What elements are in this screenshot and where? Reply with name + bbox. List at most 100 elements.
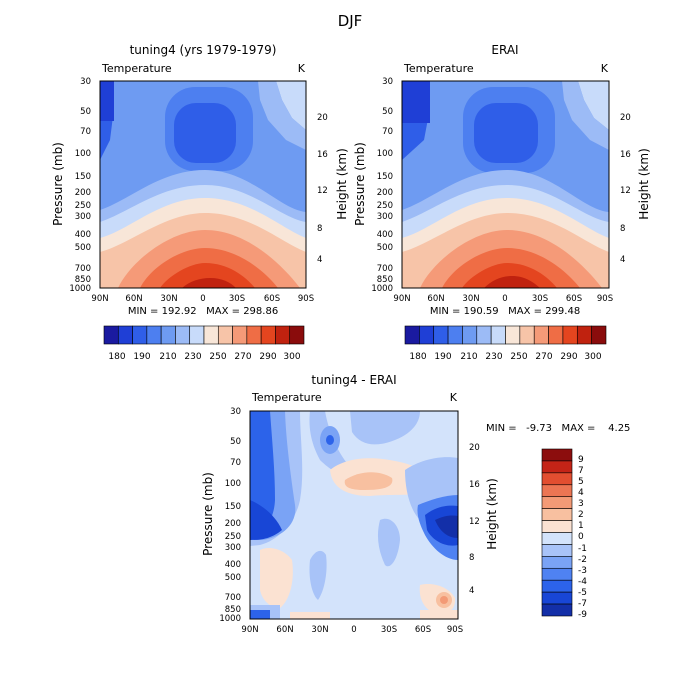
y-tick-label: 850 [75,275,91,285]
x-tick-label: 0 [351,625,356,635]
y-tick-label: 300 [377,212,393,222]
colorbar-label: 270 [234,352,251,362]
x-tick-label: 30S [381,625,397,635]
height-tick-label: 12 [469,517,480,527]
colorbar-swatch [548,325,564,345]
y-axis-label: Pressure (mb) [201,472,215,556]
colorbar-label: 5 [578,477,584,487]
y-tick-label: 1000 [69,284,91,294]
y-tick-label: 300 [225,543,241,553]
colorbar-swatch [541,544,573,557]
height-tick-label: 12 [620,186,631,196]
colorbar-label: 250 [510,352,527,362]
colorbar-label: 180 [108,352,125,362]
y-tick-label: 150 [377,172,393,182]
y-tick-label: 100 [225,479,241,489]
x-tick-label: 60S [264,294,280,304]
colorbar-swatch [146,325,162,345]
y-tick-label: 100 [75,149,91,159]
colorbar-swatch [462,325,478,345]
colorbar-swatch [541,472,573,486]
colorbar: 9 7 5 4 3 2 1 0 -1 -2 -3 -4 -5 -7 -9 [541,448,587,620]
y-tick-label: 100 [377,149,393,159]
colorbar-swatch [132,325,148,345]
min-max-label: MIN = 192.92 MAX = 298.86 [128,306,278,317]
x-tick-label: 90N [91,294,108,304]
colorbar-swatch [232,325,248,345]
y-tick-label: 500 [75,243,91,253]
y-tick-label: 70 [230,458,241,468]
y-tick-label: 50 [382,107,393,117]
unit-label: K [450,391,458,404]
y-tick-label: 150 [225,502,241,512]
colorbar-swatch [541,567,573,581]
y-tick-label: 500 [377,243,393,253]
x-tick-label: 30S [229,294,245,304]
colorbar-label: 210 [460,352,477,362]
height-axis-label: Height (km) [637,148,651,219]
colorbar-swatch [404,325,420,345]
colorbar-label: 7 [578,466,584,476]
colorbar-swatch [541,460,573,474]
colorbar-label: 3 [578,499,584,509]
colorbar-swatch [541,508,573,521]
y-tick-label: 150 [75,172,91,182]
colorbar-label: 1 [578,521,584,531]
colorbar-swatch [275,325,291,345]
colorbar-label: 230 [184,352,201,362]
colorbar-swatch [419,325,435,345]
colorbar-label: 180 [409,352,426,362]
y-tick-label: 700 [377,264,393,274]
x-tick-label: 0 [502,294,507,304]
colorbar-swatch [117,325,133,345]
unit-label: K [298,62,306,75]
min-max-label: MIN = 190.59 MAX = 299.48 [430,306,580,317]
x-tick-label: 30N [462,294,479,304]
panel-tuning4: tuning4 (yrs 1979-1979) Temperature K 30… [51,43,349,362]
colorbar-label: 290 [259,352,276,362]
height-tick-label: 20 [317,113,328,123]
colorbar-swatch [189,325,205,345]
panel-title: ERAI [491,43,518,57]
x-tick-label: 60N [276,625,293,635]
y-tick-label: 700 [75,264,91,274]
y-tick-label: 500 [225,573,241,583]
colorbar-label: 190 [133,352,150,362]
height-tick-label: 20 [469,443,480,453]
x-tick-label: 90S [597,294,613,304]
contour-field [402,81,609,288]
colorbar-swatch [562,325,578,345]
colorbar-label: 0 [578,532,584,542]
x-tick-label: 60S [566,294,582,304]
colorbar-label: 250 [209,352,226,362]
colorbar-label: 300 [584,352,601,362]
colorbar-label: 270 [535,352,552,362]
contour-field [250,411,458,619]
contour-field [100,81,306,288]
y-tick-label: 250 [75,201,91,211]
panel-title: tuning4 (yrs 1979-1979) [130,43,277,57]
colorbar-label: -9 [578,610,587,620]
height-axis-label: Height (km) [485,478,499,549]
figure-title: DJF [338,12,363,30]
panel-erai: ERAI Temperature K 30 50 70 100 150 [353,43,651,362]
y-tick-label: 200 [377,188,393,198]
panel-title: tuning4 - ERAI [311,373,396,387]
x-tick-label: 90S [298,294,314,304]
x-tick-label: 30N [311,625,328,635]
y-tick-label: 70 [80,127,91,137]
colorbar-label: -5 [578,588,587,598]
colorbar-label: -1 [578,544,587,554]
x-tick-label: 60S [415,625,431,635]
colorbar-swatch [541,556,573,569]
x-tick-label: 30S [532,294,548,304]
height-tick-label: 20 [620,113,631,123]
colorbar-label: -3 [578,566,587,576]
colorbar-label: -2 [578,555,587,565]
height-tick-label: 8 [317,224,322,234]
y-tick-label: 200 [225,519,241,529]
colorbar-label: -4 [578,577,587,587]
colorbar-swatch [175,325,191,345]
colorbar-label: 300 [283,352,300,362]
colorbar-swatch [541,520,573,533]
